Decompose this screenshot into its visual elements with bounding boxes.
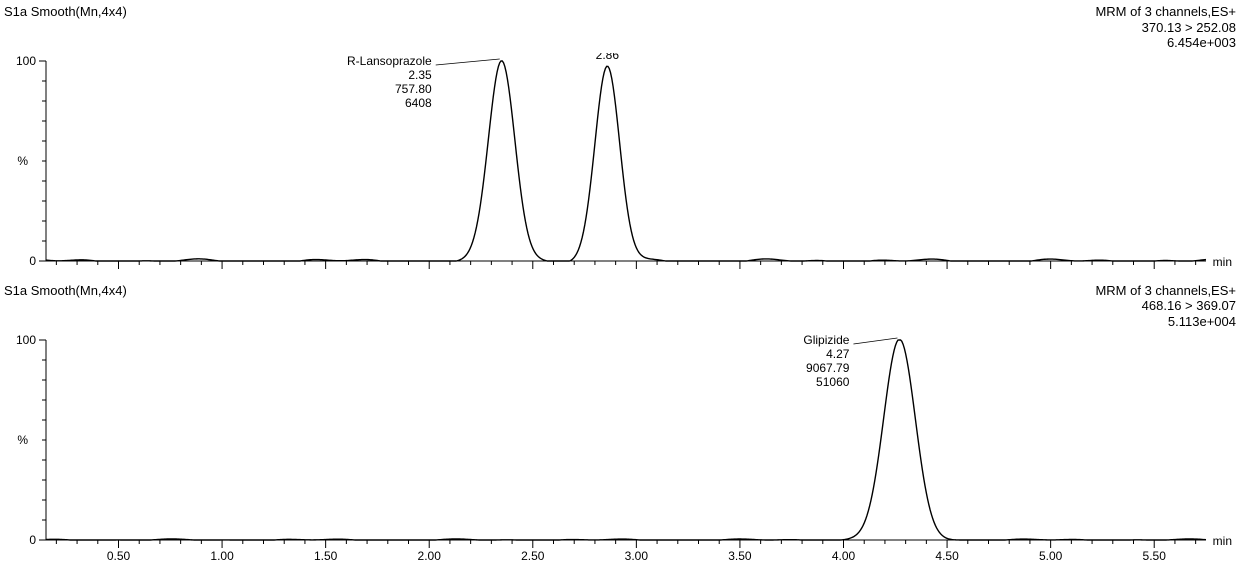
panel-title-right-line: 6.454e+003	[1095, 35, 1236, 51]
y-percent-label: %	[17, 433, 28, 447]
x-tick-label: 5.00	[1039, 549, 1063, 562]
panel-title-right: MRM of 3 channels,ES+370.13 > 252.086.45…	[1095, 4, 1236, 51]
plot-area: 0 100% min R-Lansoprazole2.35757.806408 2.86	[4, 53, 1236, 283]
panel-title-right-line: 370.13 > 252.08	[1095, 20, 1236, 36]
x-tick-label: 3.00	[625, 549, 649, 562]
peak-label: 51060	[816, 375, 850, 389]
y-tick-label: 100	[16, 54, 36, 68]
trace	[46, 61, 1206, 261]
x-tick-label: 2.50	[521, 549, 545, 562]
x-tick-label: 1.50	[314, 549, 338, 562]
panel-title-left: S1a Smooth(Mn,4x4)	[4, 283, 127, 298]
panel-title-right: MRM of 3 channels,ES+468.16 > 369.075.11…	[1095, 283, 1236, 330]
peak-label: Glipizide	[803, 333, 849, 347]
peak-label: 9067.79	[806, 361, 850, 375]
trace	[46, 340, 1206, 540]
peak-label: 2.35	[408, 68, 432, 82]
panel-title-right-line: 5.113e+004	[1095, 314, 1236, 330]
x-tick-label: 4.00	[832, 549, 856, 562]
panel-title-right-line: MRM of 3 channels,ES+	[1095, 283, 1236, 299]
plot-area: 0 100% 0.50 1.00 1.50 2.00 2.50 3.00 3.50 4.00 4.5…	[4, 332, 1236, 562]
panel-title-right-line: 468.16 > 369.07	[1095, 298, 1236, 314]
peak-leader	[436, 59, 500, 65]
y-percent-label: %	[17, 154, 28, 168]
x-unit-label: min	[1213, 255, 1232, 269]
x-tick-label: 0.50	[107, 549, 131, 562]
panel-header: S1a Smooth(Mn,4x4) MRM of 3 channels,ES+4…	[4, 283, 1236, 330]
panel-header: S1a Smooth(Mn,4x4) MRM of 3 channels,ES+3…	[4, 4, 1236, 51]
x-tick-label: 5.50	[1143, 549, 1167, 562]
peak-label: 757.80	[395, 82, 432, 96]
y-tick-label: 0	[29, 533, 36, 547]
x-tick-label: 1.00	[210, 549, 234, 562]
y-tick-label: 0	[29, 254, 36, 268]
peak-label: 6408	[405, 96, 432, 110]
chromatogram-panel: S1a Smooth(Mn,4x4) MRM of 3 channels,ES+3…	[4, 4, 1236, 283]
peak-leader	[853, 338, 897, 344]
panel-title-left: S1a Smooth(Mn,4x4)	[4, 4, 127, 19]
peak-label: 4.27	[826, 347, 850, 361]
chromatogram-panel: S1a Smooth(Mn,4x4)MRM of 3 channels,ES+4…	[4, 283, 1236, 562]
peak-label: R-Lansoprazole	[347, 54, 432, 68]
peak-label: 2.86	[596, 53, 620, 62]
x-tick-label: 4.50	[935, 549, 959, 562]
x-tick-label: 3.50	[728, 549, 752, 562]
x-unit-label: min	[1213, 534, 1232, 548]
x-tick-label: 2.00	[418, 549, 442, 562]
panel-title-right-line: MRM of 3 channels,ES+	[1095, 4, 1236, 20]
y-tick-label: 100	[16, 333, 36, 347]
